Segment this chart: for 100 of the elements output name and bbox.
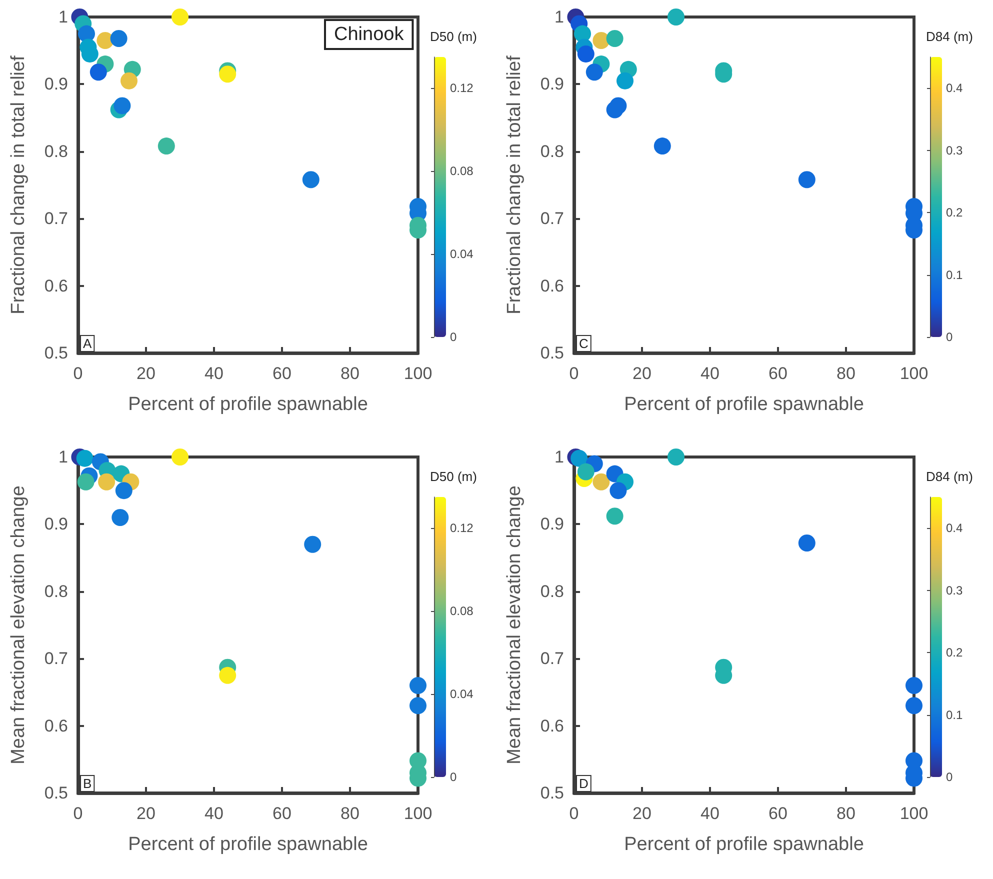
color-bar-label: 0.1 [946, 268, 964, 282]
y-tick-label: 0.8 [540, 142, 564, 161]
y-tick-label: 1 [58, 8, 68, 26]
annotation: D [579, 776, 588, 791]
y-tick-label: 0.9 [44, 514, 68, 534]
y-tick-label: 0.6 [44, 716, 68, 736]
y-tick-label: 0.9 [44, 74, 68, 94]
y-tick-label: 0.6 [540, 716, 564, 736]
color-bar-title: D50 (m) [430, 29, 477, 44]
annotation: Chinook [334, 24, 404, 45]
point [616, 72, 634, 90]
y-axis-title: Mean fractional elevation change [8, 486, 29, 764]
color-bar-title: D84 (m) [926, 469, 973, 484]
color-bar-label: 0 [946, 330, 953, 344]
point [592, 32, 610, 50]
point [172, 448, 188, 466]
x-tick-label: 0 [73, 364, 83, 383]
x-tick-label: 20 [136, 364, 156, 383]
point [410, 676, 426, 694]
color-bar-label: 0.4 [946, 81, 964, 96]
point [114, 97, 131, 114]
x-tick-label: 60 [272, 804, 292, 823]
y-axis-title: Mean fractional elevation change [504, 486, 525, 764]
y-tick-label: 0.6 [540, 276, 564, 296]
y-tick-label: 0.8 [540, 582, 564, 601]
point [90, 64, 107, 81]
color-bar-label: 0.12 [450, 521, 474, 536]
x-tick-label: 60 [272, 364, 292, 383]
point [798, 171, 816, 188]
x-axis-title: Percent of profile spawnable [128, 834, 368, 855]
color-bar-title: D50 (m) [430, 469, 477, 484]
x-tick-label: 20 [136, 804, 156, 823]
x-axis-title: Percent of profile spawnable [128, 394, 368, 415]
point [798, 534, 816, 552]
y-tick-label: 0.7 [540, 209, 564, 228]
y-tick-label: 1 [554, 448, 564, 466]
color-bar-label: 0.08 [450, 604, 474, 618]
point [158, 138, 175, 155]
color-bar-label: 0.2 [946, 646, 964, 660]
x-tick-label: 40 [204, 804, 224, 823]
point [219, 66, 236, 83]
color-bar-label: 0.3 [946, 143, 964, 158]
annotation: C [579, 336, 588, 351]
color-bar-label: 0 [450, 770, 457, 784]
point [96, 32, 114, 50]
point [606, 30, 624, 47]
point [906, 676, 922, 694]
x-tick-label: 80 [836, 804, 856, 823]
x-tick-label: 60 [768, 364, 788, 383]
x-tick-label: 0 [569, 804, 579, 823]
y-tick-label: 1 [554, 8, 564, 26]
point [77, 473, 94, 490]
color-bar-label: 0.1 [946, 708, 964, 722]
color-bar-label: 0.2 [946, 206, 964, 220]
point [610, 482, 627, 500]
y-tick-label: 0.5 [44, 344, 68, 362]
point [606, 508, 624, 525]
x-tick-label: 0 [73, 804, 83, 823]
point [668, 448, 684, 466]
y-tick-label: 0.5 [44, 784, 68, 802]
x-tick-label: 40 [700, 364, 720, 383]
x-tick-label: 100 [900, 364, 928, 383]
y-tick-label: 0.5 [540, 344, 564, 362]
y-tick-label: 0.7 [44, 209, 68, 228]
color-bar-label: 0 [450, 330, 457, 344]
point [110, 30, 128, 47]
annotation: A [83, 336, 92, 351]
x-tick-label: 100 [404, 804, 432, 823]
x-tick-label: 100 [404, 364, 432, 383]
point [577, 45, 594, 62]
y-tick-label: 0.8 [44, 142, 68, 161]
point [410, 697, 426, 714]
point [98, 473, 116, 490]
color-bar-label: 0.4 [946, 521, 964, 536]
y-tick-label: 1 [58, 448, 68, 466]
x-axis-title: Percent of profile spawnable [624, 834, 864, 855]
y-tick-label: 0.9 [540, 514, 564, 534]
y-axis-title: Fractional change in total relief [504, 54, 525, 314]
point [906, 697, 922, 714]
x-tick-label: 20 [632, 804, 652, 823]
color-bar-label: 0.08 [450, 164, 474, 178]
x-tick-label: 60 [768, 804, 788, 823]
color-bar-label: 0.12 [450, 81, 474, 96]
y-tick-label: 0.6 [44, 276, 68, 296]
x-tick-label: 80 [340, 364, 360, 383]
point [76, 450, 94, 467]
point [610, 97, 627, 114]
point [120, 72, 138, 90]
point [577, 463, 594, 480]
point [304, 536, 322, 553]
y-tick-label: 0.7 [540, 649, 564, 668]
x-axis-title: Percent of profile spawnable [624, 394, 864, 415]
color-bar-title: D84 (m) [926, 29, 973, 44]
y-axis-title: Fractional change in total relief [8, 54, 29, 314]
color-bar-label: 0.3 [946, 583, 964, 598]
x-tick-label: 40 [700, 804, 720, 823]
point [592, 473, 610, 490]
y-tick-label: 0.7 [44, 649, 68, 668]
point [654, 138, 671, 155]
x-tick-label: 80 [340, 804, 360, 823]
